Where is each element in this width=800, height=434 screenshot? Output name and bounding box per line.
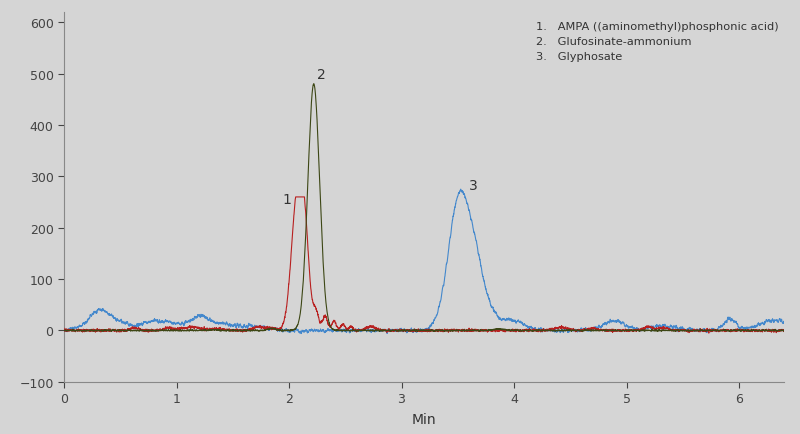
X-axis label: Min: Min (412, 412, 436, 426)
Text: 1.   AMPA ((aminomethyl)phosphonic acid)
2.   Glufosinate-ammonium
3.   Glyphosa: 1. AMPA ((aminomethyl)phosphonic acid) 2… (536, 22, 778, 62)
Text: 2: 2 (317, 68, 326, 82)
Text: 1: 1 (282, 192, 291, 206)
Text: 3: 3 (469, 178, 478, 192)
